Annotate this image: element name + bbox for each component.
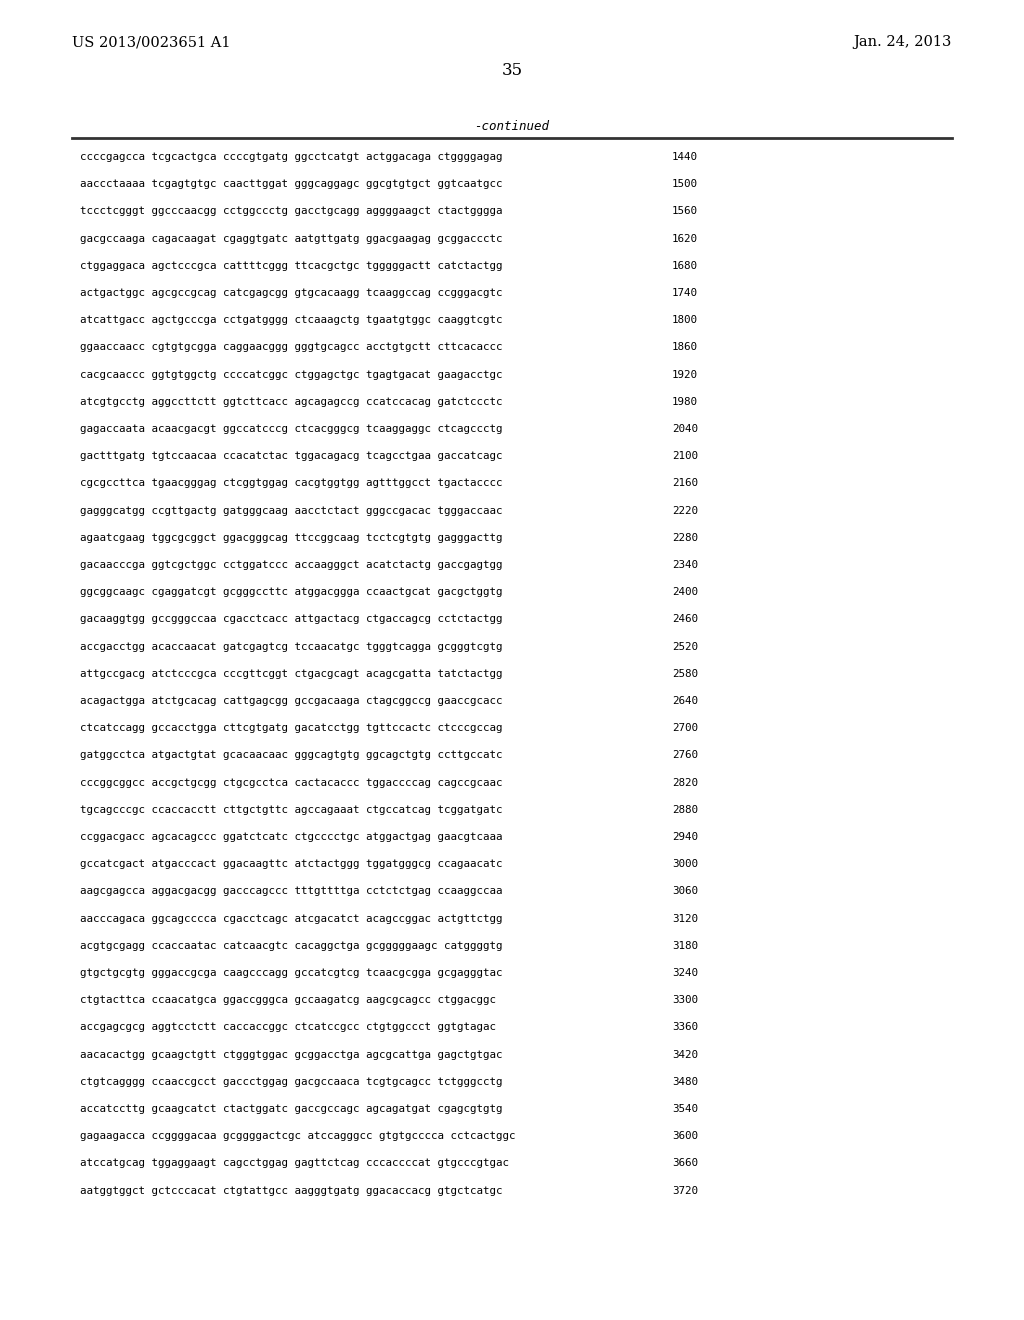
Text: 2160: 2160: [672, 478, 698, 488]
Text: 3120: 3120: [672, 913, 698, 924]
Text: 1920: 1920: [672, 370, 698, 380]
Text: atccatgcag tggaggaagt cagcctggag gagttctcag cccaccccat gtgcccgtgac: atccatgcag tggaggaagt cagcctggag gagttct…: [80, 1159, 509, 1168]
Text: 35: 35: [502, 62, 522, 79]
Text: 2340: 2340: [672, 560, 698, 570]
Text: 2520: 2520: [672, 642, 698, 652]
Text: atcattgacc agctgcccga cctgatgggg ctcaaagctg tgaatgtggc caaggtcgtc: atcattgacc agctgcccga cctgatgggg ctcaaag…: [80, 315, 503, 325]
Text: 1980: 1980: [672, 397, 698, 407]
Text: gagaagacca ccggggacaa gcggggactcgc atccagggcc gtgtgcccca cctcactggc: gagaagacca ccggggacaa gcggggactcgc atcca…: [80, 1131, 515, 1142]
Text: tgcagcccgc ccaccacctt cttgctgttc agccagaaat ctgccatcag tcggatgatc: tgcagcccgc ccaccacctt cttgctgttc agccaga…: [80, 805, 503, 814]
Text: 1620: 1620: [672, 234, 698, 244]
Text: actgactggc agcgccgcag catcgagcgg gtgcacaagg tcaaggccag ccgggacgtc: actgactggc agcgccgcag catcgagcgg gtgcaca…: [80, 288, 503, 298]
Text: aagcgagcca aggacgacgg gacccagccc tttgttttga cctctctgag ccaaggccaa: aagcgagcca aggacgacgg gacccagccc tttgttt…: [80, 887, 503, 896]
Text: 1500: 1500: [672, 180, 698, 189]
Text: 2760: 2760: [672, 750, 698, 760]
Text: 2460: 2460: [672, 614, 698, 624]
Text: attgccgacg atctcccgca cccgttcggt ctgacgcagt acagcgatta tatctactgg: attgccgacg atctcccgca cccgttcggt ctgacgc…: [80, 669, 503, 678]
Text: ctcatccagg gccacctgga cttcgtgatg gacatcctgg tgttccactc ctcccgccag: ctcatccagg gccacctgga cttcgtgatg gacatcc…: [80, 723, 503, 733]
Text: gagaccaata acaacgacgt ggccatcccg ctcacgggcg tcaaggaggc ctcagccctg: gagaccaata acaacgacgt ggccatcccg ctcacgg…: [80, 424, 503, 434]
Text: 3360: 3360: [672, 1023, 698, 1032]
Text: ccggacgacc agcacagccc ggatctcatc ctgcccctgc atggactgag gaacgtcaaa: ccggacgacc agcacagccc ggatctcatc ctgcccc…: [80, 832, 503, 842]
Text: 1680: 1680: [672, 261, 698, 271]
Text: 3060: 3060: [672, 887, 698, 896]
Text: 2940: 2940: [672, 832, 698, 842]
Text: 1440: 1440: [672, 152, 698, 162]
Text: 2880: 2880: [672, 805, 698, 814]
Text: 1860: 1860: [672, 342, 698, 352]
Text: gactttgatg tgtccaacaa ccacatctac tggacagacg tcagcctgaa gaccatcagc: gactttgatg tgtccaacaa ccacatctac tggacag…: [80, 451, 503, 461]
Text: acgtgcgagg ccaccaatac catcaacgtc cacaggctga gcgggggaagc catggggtg: acgtgcgagg ccaccaatac catcaacgtc cacaggc…: [80, 941, 503, 950]
Text: cccggcggcc accgctgcgg ctgcgcctca cactacaccc tggaccccag cagccgcaac: cccggcggcc accgctgcgg ctgcgcctca cactaca…: [80, 777, 503, 788]
Text: 2580: 2580: [672, 669, 698, 678]
Text: 3480: 3480: [672, 1077, 698, 1086]
Text: 3180: 3180: [672, 941, 698, 950]
Text: Jan. 24, 2013: Jan. 24, 2013: [854, 36, 952, 49]
Text: 2400: 2400: [672, 587, 698, 597]
Text: 2220: 2220: [672, 506, 698, 516]
Text: -continued: -continued: [474, 120, 550, 133]
Text: gacaaggtgg gccgggccaa cgacctcacc attgactacg ctgaccagcg cctctactgg: gacaaggtgg gccgggccaa cgacctcacc attgact…: [80, 614, 503, 624]
Text: cgcgccttca tgaacgggag ctcggtggag cacgtggtgg agtttggcct tgactacccc: cgcgccttca tgaacgggag ctcggtggag cacgtgg…: [80, 478, 503, 488]
Text: accgacctgg acaccaacat gatcgagtcg tccaacatgc tgggtcagga gcgggtcgtg: accgacctgg acaccaacat gatcgagtcg tccaaca…: [80, 642, 503, 652]
Text: 2700: 2700: [672, 723, 698, 733]
Text: 3660: 3660: [672, 1159, 698, 1168]
Text: cacgcaaccc ggtgtggctg ccccatcggc ctggagctgc tgagtgacat gaagacctgc: cacgcaaccc ggtgtggctg ccccatcggc ctggagc…: [80, 370, 503, 380]
Text: aatggtggct gctcccacat ctgtattgcc aagggtgatg ggacaccacg gtgctcatgc: aatggtggct gctcccacat ctgtattgcc aagggtg…: [80, 1185, 503, 1196]
Text: ctgtcagggg ccaaccgcct gaccctggag gacgccaaca tcgtgcagcc tctgggcctg: ctgtcagggg ccaaccgcct gaccctggag gacgcca…: [80, 1077, 503, 1086]
Text: 2820: 2820: [672, 777, 698, 788]
Text: accgagcgcg aggtcctctt caccaccggc ctcatccgcc ctgtggccct ggtgtagac: accgagcgcg aggtcctctt caccaccggc ctcatcc…: [80, 1023, 496, 1032]
Text: atcgtgcctg aggccttctt ggtcttcacc agcagagccg ccatccacag gatctccctc: atcgtgcctg aggccttctt ggtcttcacc agcagag…: [80, 397, 503, 407]
Text: 3300: 3300: [672, 995, 698, 1006]
Text: 3720: 3720: [672, 1185, 698, 1196]
Text: 1800: 1800: [672, 315, 698, 325]
Text: ctgtacttca ccaacatgca ggaccgggca gccaagatcg aagcgcagcc ctggacggc: ctgtacttca ccaacatgca ggaccgggca gccaaga…: [80, 995, 496, 1006]
Text: aacacactgg gcaagctgtt ctgggtggac gcggacctga agcgcattga gagctgtgac: aacacactgg gcaagctgtt ctgggtggac gcggacc…: [80, 1049, 503, 1060]
Text: 3600: 3600: [672, 1131, 698, 1142]
Text: 3240: 3240: [672, 968, 698, 978]
Text: gacaacccga ggtcgctggc cctggatccc accaagggct acatctactg gaccgagtgg: gacaacccga ggtcgctggc cctggatccc accaagg…: [80, 560, 503, 570]
Text: gagggcatgg ccgttgactg gatgggcaag aacctctact gggccgacac tgggaccaac: gagggcatgg ccgttgactg gatgggcaag aacctct…: [80, 506, 503, 516]
Text: ccccgagcca tcgcactgca ccccgtgatg ggcctcatgt actggacaga ctggggagag: ccccgagcca tcgcactgca ccccgtgatg ggcctca…: [80, 152, 503, 162]
Text: 2100: 2100: [672, 451, 698, 461]
Text: ggaaccaacc cgtgtgcgga caggaacggg gggtgcagcc acctgtgctt cttcacaccc: ggaaccaacc cgtgtgcgga caggaacggg gggtgca…: [80, 342, 503, 352]
Text: tccctcgggt ggcccaacgg cctggccctg gacctgcagg aggggaagct ctactgggga: tccctcgggt ggcccaacgg cctggccctg gacctgc…: [80, 206, 503, 216]
Text: 2640: 2640: [672, 696, 698, 706]
Text: 1740: 1740: [672, 288, 698, 298]
Text: agaatcgaag tggcgcggct ggacgggcag ttccggcaag tcctcgtgtg gagggacttg: agaatcgaag tggcgcggct ggacgggcag ttccggc…: [80, 533, 503, 543]
Text: gtgctgcgtg gggaccgcga caagcccagg gccatcgtcg tcaacgcgga gcgagggtac: gtgctgcgtg gggaccgcga caagcccagg gccatcg…: [80, 968, 503, 978]
Text: US 2013/0023651 A1: US 2013/0023651 A1: [72, 36, 230, 49]
Text: 3420: 3420: [672, 1049, 698, 1060]
Text: aacccagaca ggcagcccca cgacctcagc atcgacatct acagccggac actgttctgg: aacccagaca ggcagcccca cgacctcagc atcgaca…: [80, 913, 503, 924]
Text: gacgccaaga cagacaagat cgaggtgatc aatgttgatg ggacgaagag gcggaccctc: gacgccaaga cagacaagat cgaggtgatc aatgttg…: [80, 234, 503, 244]
Text: accatccttg gcaagcatct ctactggatc gaccgccagc agcagatgat cgagcgtgtg: accatccttg gcaagcatct ctactggatc gaccgcc…: [80, 1104, 503, 1114]
Text: acagactgga atctgcacag cattgagcgg gccgacaaga ctagcggccg gaaccgcacc: acagactgga atctgcacag cattgagcgg gccgaca…: [80, 696, 503, 706]
Text: 3540: 3540: [672, 1104, 698, 1114]
Text: aaccctaaaa tcgagtgtgc caacttggat gggcaggagc ggcgtgtgct ggtcaatgcc: aaccctaaaa tcgagtgtgc caacttggat gggcagg…: [80, 180, 503, 189]
Text: 1560: 1560: [672, 206, 698, 216]
Text: gccatcgact atgacccact ggacaagttc atctactggg tggatgggcg ccagaacatc: gccatcgact atgacccact ggacaagttc atctact…: [80, 859, 503, 869]
Text: 2280: 2280: [672, 533, 698, 543]
Text: 3000: 3000: [672, 859, 698, 869]
Text: ggcggcaagc cgaggatcgt gcgggccttc atggacggga ccaactgcat gacgctggtg: ggcggcaagc cgaggatcgt gcgggccttc atggacg…: [80, 587, 503, 597]
Text: gatggcctca atgactgtat gcacaacaac gggcagtgtg ggcagctgtg ccttgccatc: gatggcctca atgactgtat gcacaacaac gggcagt…: [80, 750, 503, 760]
Text: ctggaggaca agctcccgca cattttcggg ttcacgctgc tgggggactt catctactgg: ctggaggaca agctcccgca cattttcggg ttcacgc…: [80, 261, 503, 271]
Text: 2040: 2040: [672, 424, 698, 434]
